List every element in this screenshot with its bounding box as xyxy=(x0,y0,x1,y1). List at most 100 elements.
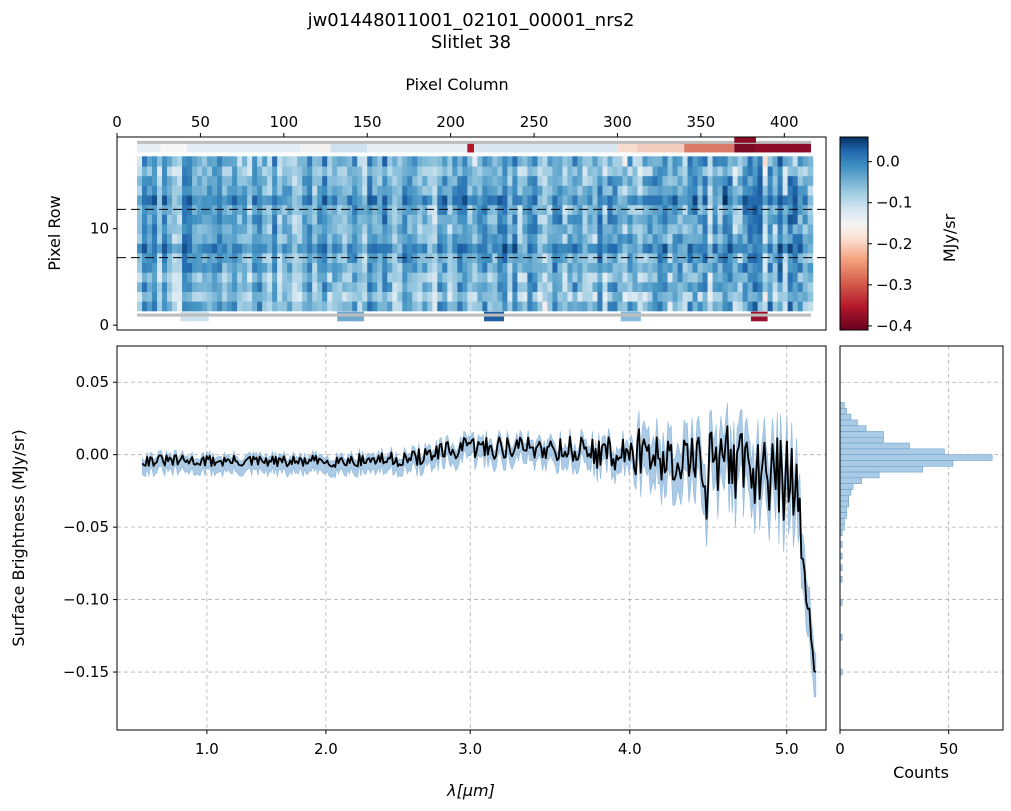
heatmap-cell xyxy=(307,165,313,177)
heatmap-cell xyxy=(527,243,533,254)
heatmap-cell xyxy=(297,272,303,283)
heatmap-cell xyxy=(182,175,188,186)
heatmap-cell xyxy=(647,262,654,273)
heatmap-cell xyxy=(222,281,228,292)
heatmap-cell xyxy=(607,301,614,312)
heatmap-cell xyxy=(477,214,483,225)
heatmap-cell xyxy=(162,156,168,167)
heatmap-cell xyxy=(282,301,288,312)
heatmap-cell xyxy=(487,233,493,244)
heatmap-cell xyxy=(332,156,338,167)
heatmap-cell xyxy=(292,185,298,196)
heatmap-cell xyxy=(202,262,208,273)
heatmap-cell xyxy=(252,281,258,292)
heatmap-cell xyxy=(527,291,533,302)
heatmap-cell xyxy=(252,185,258,196)
heatmap-cell xyxy=(577,281,584,292)
histogram-x-tick-label: 0 xyxy=(835,740,845,758)
heatmap-cell xyxy=(322,252,328,264)
heatmap-cell xyxy=(672,281,679,292)
heatmap-cell xyxy=(657,194,664,206)
heatmap-cell xyxy=(632,214,639,225)
heatmap-cell xyxy=(747,301,754,312)
heatmap-cell xyxy=(487,301,493,312)
heatmap-cell xyxy=(257,175,263,186)
heatmap-cell xyxy=(417,185,423,196)
spectrum-x-tick-label: 3.0 xyxy=(458,740,482,758)
heatmap-cell xyxy=(322,291,328,302)
heatmap-cell xyxy=(157,156,163,167)
heatmap-cell xyxy=(737,156,744,167)
heatmap-cell xyxy=(422,281,428,292)
heatmap-cell xyxy=(212,156,218,167)
heatmap-cell xyxy=(452,165,458,177)
heatmap-cell xyxy=(222,252,228,264)
heatmap-cell xyxy=(292,204,298,215)
heatmap-cell xyxy=(257,194,263,206)
heatmap-cell xyxy=(262,262,268,273)
heatmap-cell xyxy=(802,185,809,196)
heatmap-cell xyxy=(227,243,233,254)
heatmap-cell xyxy=(312,262,318,273)
heatmap-cell xyxy=(757,204,764,215)
heatmap-cell xyxy=(352,156,358,167)
heatmap-cell xyxy=(207,281,213,292)
heatmap-x-tick-label: 100 xyxy=(270,113,299,131)
heatmap-cell xyxy=(382,243,388,254)
heatmap-cell xyxy=(182,204,188,215)
heatmap-cell xyxy=(622,156,629,167)
error-band xyxy=(142,402,817,698)
heatmap-cell xyxy=(357,281,363,292)
heatmap-cell xyxy=(352,175,358,186)
heatmap-cell xyxy=(652,262,659,273)
heatmap-cell xyxy=(707,281,714,292)
heatmap-cell xyxy=(792,165,799,177)
heatmap-cell xyxy=(647,243,654,254)
heatmap-cell xyxy=(157,175,163,186)
heatmap-cell xyxy=(672,194,679,206)
heatmap-cell xyxy=(507,272,513,283)
heatmap-cell xyxy=(632,185,639,196)
heatmap-cell xyxy=(582,243,589,254)
heatmap-cell xyxy=(807,233,814,244)
heatmap-cell xyxy=(697,156,704,167)
heatmap-edge-cell xyxy=(300,142,331,153)
heatmap-cell xyxy=(642,204,649,215)
heatmap-cell xyxy=(392,252,398,264)
heatmap-cell xyxy=(457,262,463,273)
heatmap-cell xyxy=(302,291,308,302)
heatmap-cell xyxy=(147,272,153,283)
heatmap-cell xyxy=(622,185,629,196)
heatmap-cell xyxy=(377,156,383,167)
heatmap-cell xyxy=(477,291,483,302)
heatmap-cell xyxy=(207,185,213,196)
heatmap-cell xyxy=(777,156,784,167)
heatmap-cell xyxy=(672,175,679,186)
heatmap-cell xyxy=(432,194,438,206)
heatmap-cell xyxy=(772,175,779,186)
heatmap-cell xyxy=(572,204,579,215)
heatmap-cell xyxy=(422,214,428,225)
heatmap-cell xyxy=(432,252,438,264)
heatmap-cell xyxy=(192,156,198,167)
heatmap-cell xyxy=(542,233,548,244)
heatmap-cell xyxy=(682,223,689,235)
heatmap-cell xyxy=(272,214,278,225)
heatmap-cell xyxy=(532,175,538,186)
heatmap-cell xyxy=(607,156,614,167)
heatmap-cell xyxy=(207,165,213,177)
heatmap-cell xyxy=(492,175,498,186)
heatmap-cell xyxy=(312,185,318,196)
heatmap-cell xyxy=(382,281,388,292)
heatmap-cell xyxy=(752,214,759,225)
heatmap-cell xyxy=(502,214,508,225)
heatmap-cell xyxy=(597,233,604,244)
heatmap-cell xyxy=(197,291,203,302)
heatmap-cell xyxy=(437,223,443,235)
heatmap-cell xyxy=(417,204,423,215)
heatmap-cell xyxy=(582,301,589,312)
heatmap-cell xyxy=(462,214,468,225)
heatmap-cell xyxy=(412,194,418,206)
heatmap-cell xyxy=(582,214,589,225)
heatmap-cell xyxy=(797,194,804,206)
